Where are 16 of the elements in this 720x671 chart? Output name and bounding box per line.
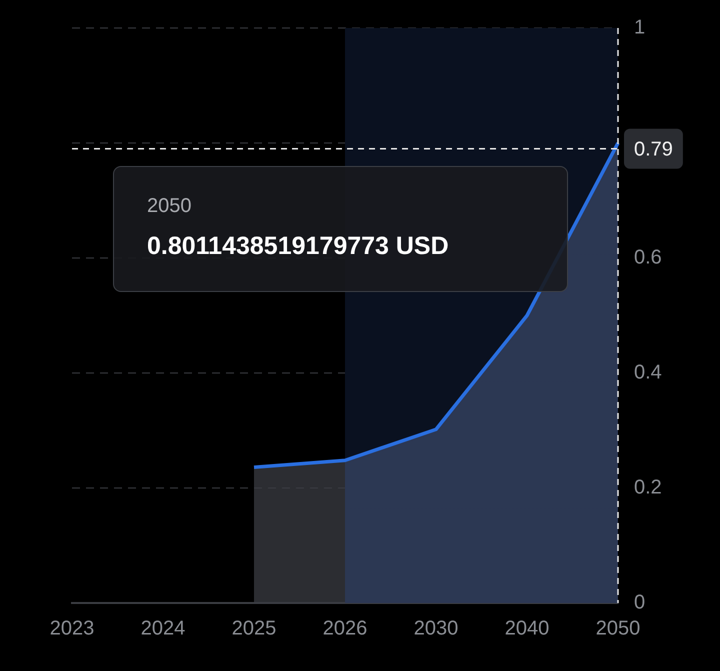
tooltip-box: 2050 0.8011438519179773 USD xyxy=(113,166,568,292)
y-tick-label: 0 xyxy=(634,592,646,614)
ref-line-label: 0.79 xyxy=(634,138,673,160)
annotation: 0.8011438519179773 USD xyxy=(147,232,450,261)
y-tick-label: 0.4 xyxy=(634,362,662,384)
x-tick-label: 2030 xyxy=(414,618,458,640)
x-tick-label: 2026 xyxy=(322,618,368,640)
x-tick-label: 2023 xyxy=(50,618,94,640)
y-tick-label: 1 xyxy=(634,16,646,39)
y-tick-label: 0.2 xyxy=(634,476,662,499)
y-tick-label: 0.6 xyxy=(634,246,662,269)
x-tick-label: 2050 xyxy=(596,618,640,640)
annotation: 2050 xyxy=(147,195,192,218)
x-tick-label: 2025 xyxy=(232,618,276,640)
x-tick-label: 2040 xyxy=(504,618,550,640)
x-tick-label: 2024 xyxy=(140,618,186,640)
